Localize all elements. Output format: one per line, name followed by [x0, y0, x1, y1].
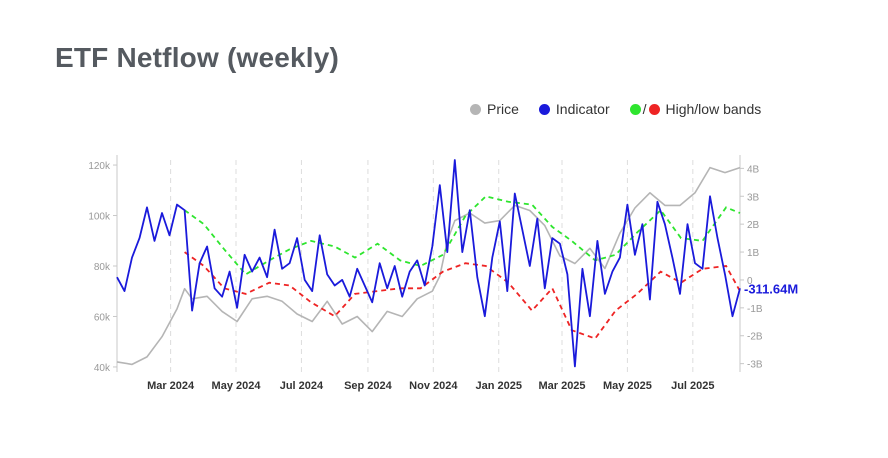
- x-tick-label: Jan 2025: [475, 380, 521, 392]
- right-tick-label: 2B: [747, 220, 760, 231]
- right-tick-label: -1B: [747, 304, 763, 315]
- legend-item-price[interactable]: Price: [470, 101, 519, 117]
- low-band-line: [184, 251, 741, 340]
- legend-item-bands[interactable]: / High/low bands: [629, 101, 762, 117]
- left-tick-label: 120k: [88, 161, 111, 172]
- legend-indicator-label: Indicator: [555, 101, 610, 117]
- left-tick-label: 40k: [94, 363, 111, 374]
- x-tick-label: Nov 2024: [409, 380, 458, 392]
- low-band-dot-icon: [648, 103, 660, 115]
- x-tick-label: May 2025: [603, 380, 652, 392]
- legend-separator: /: [642, 101, 647, 117]
- right-tick-label: -2B: [747, 332, 763, 343]
- x-tick-label: Mar 2025: [538, 380, 585, 392]
- indicator-series-line: [116, 159, 741, 368]
- indicator-dot-icon: [538, 103, 550, 115]
- right-tick-label: 0: [747, 276, 753, 287]
- x-tick-label: Mar 2024: [147, 380, 195, 392]
- last-value-label: -311.64M: [744, 281, 798, 296]
- x-tick-label: May 2024: [212, 380, 262, 392]
- high-band-dot-icon: [629, 103, 641, 115]
- chart-title: ETF Netflow (weekly): [55, 42, 340, 73]
- legend-item-indicator[interactable]: Indicator: [538, 101, 610, 117]
- right-tick-label: 4B: [747, 164, 760, 175]
- x-tick-label: Sep 2024: [344, 380, 393, 392]
- chart-legend: Price Indicator / High/low bands: [470, 101, 781, 117]
- high-band-line: [184, 195, 741, 276]
- right-tick-label: -3B: [747, 360, 763, 371]
- left-tick-label: 100k: [88, 212, 111, 223]
- right-tick-label: 1B: [747, 248, 760, 259]
- x-tick-label: Jul 2024: [280, 380, 324, 392]
- left-tick-label: 60k: [94, 312, 111, 323]
- legend-bands-label: High/low bands: [665, 101, 762, 117]
- legend-price-label: Price: [487, 101, 519, 117]
- x-tick-label: Jul 2025: [671, 380, 714, 392]
- price-dot-icon: [470, 103, 481, 115]
- right-tick-label: 3B: [747, 192, 760, 203]
- left-tick-label: 80k: [94, 262, 111, 273]
